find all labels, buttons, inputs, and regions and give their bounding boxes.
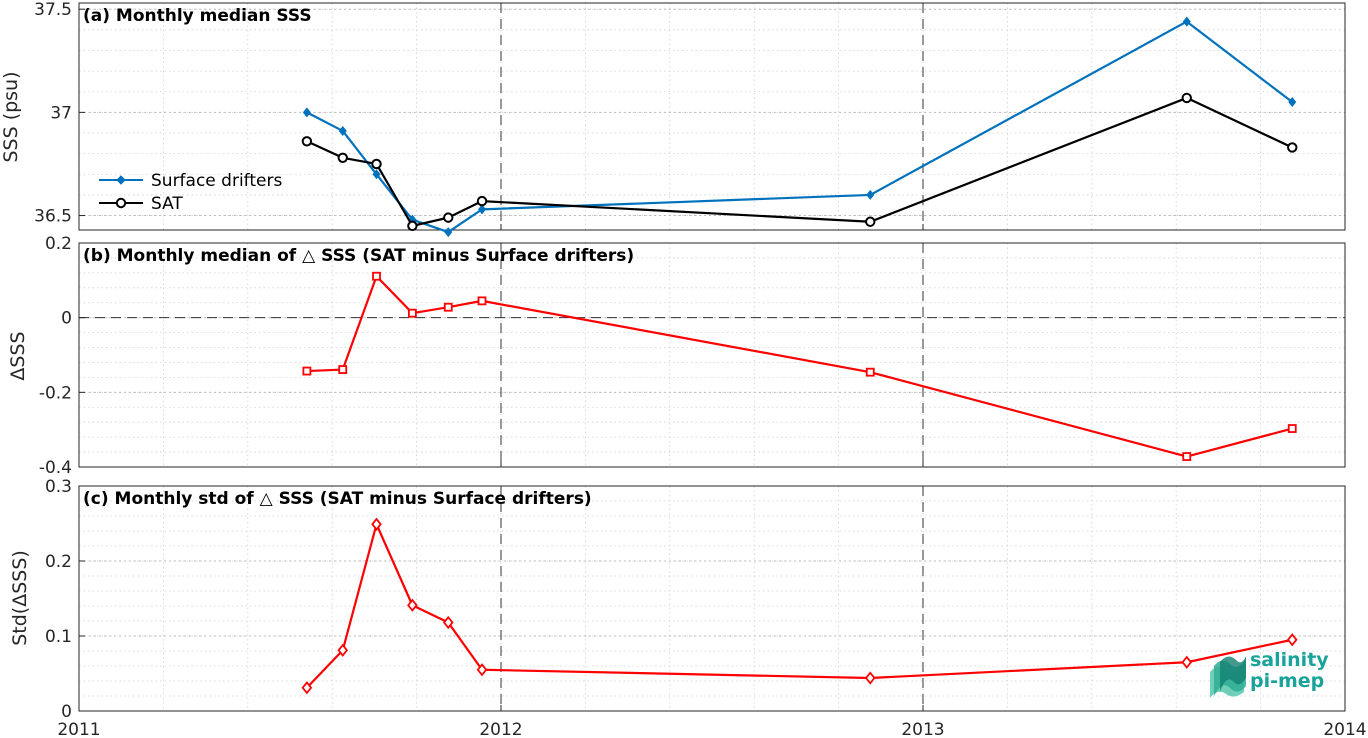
legend: Surface drifters SAT (99, 171, 282, 214)
panel-a: 36.5 37 37.5 (34, 0, 1346, 238)
panel-c-background (79, 486, 1345, 711)
panel-c-point-delta (476, 663, 488, 677)
panel-c-ylabel: Std(ΔSSS) (9, 550, 31, 646)
panel-a-ytick-label: 37.5 (34, 0, 72, 20)
panel-b: -0.4 -0.2 0 0.2 (39, 234, 1346, 478)
panel-a-point-sat (301, 136, 313, 147)
legend-marker-drifters (116, 175, 126, 185)
panel-b-point-delta (338, 365, 348, 374)
panel-a-point-surface-drifters (1182, 16, 1191, 27)
panel-b-ytick-label: -0.2 (39, 383, 72, 403)
logo-line-1: salinity (1250, 649, 1329, 671)
panel-a-point-surface-drifters (1288, 97, 1297, 108)
panel-c-title: (c) Monthly std of △ SSS (SAT minus Surf… (83, 489, 592, 509)
panel-a-point-sat (865, 216, 876, 227)
panel-b-background (79, 243, 1345, 467)
panel-a-point-sat (337, 152, 348, 163)
panel-b-frame (78, 242, 1346, 468)
legend-label-drifters: Surface drifters (151, 171, 282, 191)
panel-a-background (79, 3, 1345, 230)
panel-b-point-delta (443, 302, 453, 312)
panel-c-ytick-label: 0.3 (45, 477, 72, 497)
panel-a-point-surface-drifters (478, 204, 487, 215)
panel-b-ytick-label: -0.4 (39, 458, 72, 478)
panel-a-point-sat (1287, 142, 1298, 153)
panel-b-point-delta (477, 296, 487, 306)
panel-c-ytick-label: 0.2 (45, 552, 72, 572)
panel-c-point-delta (337, 643, 349, 657)
panel-b-point-delta (1182, 452, 1192, 461)
xtick-label: 2014 (1323, 720, 1366, 738)
panel-c-ytick-label: 0.1 (45, 627, 72, 647)
panel-b-ylabel: ΔSSS (7, 331, 29, 380)
panel-a-point-sat (443, 212, 454, 223)
panel-b-point-delta (407, 308, 417, 318)
panel-a-point-sat (407, 220, 418, 232)
panel-b-point-delta (1287, 424, 1297, 433)
panel-c-point-delta (371, 517, 382, 531)
salinity-pi-mep-logo: salinity pi-mep (1208, 650, 1344, 700)
panel-a-point-sat (371, 158, 382, 170)
waves-icon (1210, 656, 1246, 698)
panel-a-frame (78, 2, 1346, 231)
panel-a-point-sat (476, 195, 488, 207)
panel-c-point-delta (301, 681, 313, 695)
panel-c-ytick-label: 0 (61, 702, 72, 722)
panel-c: 0 0.1 0.2 0.3 2011 2012 2013 2014 (45, 477, 1367, 738)
panel-a-ytick-label: 37 (50, 103, 72, 123)
panel-a-point-sat (1181, 92, 1192, 104)
panel-b-ytick-label: 0 (61, 309, 72, 329)
panel-b-point-delta (865, 367, 875, 377)
panel-a-point-surface-drifters (444, 227, 453, 238)
panel-a-point-surface-drifters (302, 107, 311, 118)
panel-c-point-delta (1286, 633, 1298, 647)
panel-c-point-delta (442, 615, 454, 630)
panel-b-point-delta (302, 366, 312, 376)
panel-c-point-delta (1181, 655, 1193, 669)
panel-a-point-surface-drifters (866, 189, 875, 200)
panel-b-point-delta (372, 271, 381, 281)
xtick-label: 2013 (901, 720, 944, 738)
logo-text: salinity pi-mep (1250, 650, 1329, 692)
legend-marker-sat (115, 197, 127, 209)
panel-a-point-surface-drifters (372, 169, 381, 180)
xtick-label: 2011 (57, 720, 100, 738)
panel-a-point-surface-drifters (338, 125, 347, 136)
panel-c-frame (78, 485, 1346, 712)
logo-line-2: pi-mep (1250, 670, 1325, 692)
panel-b-title: (b) Monthly median of △ SSS (SAT minus S… (83, 246, 634, 266)
panel-a-ylabel: SSS (psu) (0, 71, 22, 162)
legend-label-sat: SAT (151, 194, 183, 214)
panel-a-title: (a) Monthly median SSS (83, 6, 312, 26)
panel-b-ytick-label: 0.2 (45, 234, 72, 254)
panel-c-point-delta (864, 671, 876, 685)
xtick-label: 2012 (479, 720, 522, 738)
panel-a-ytick-label: 36.5 (34, 207, 72, 227)
panel-c-point-delta (407, 598, 418, 612)
